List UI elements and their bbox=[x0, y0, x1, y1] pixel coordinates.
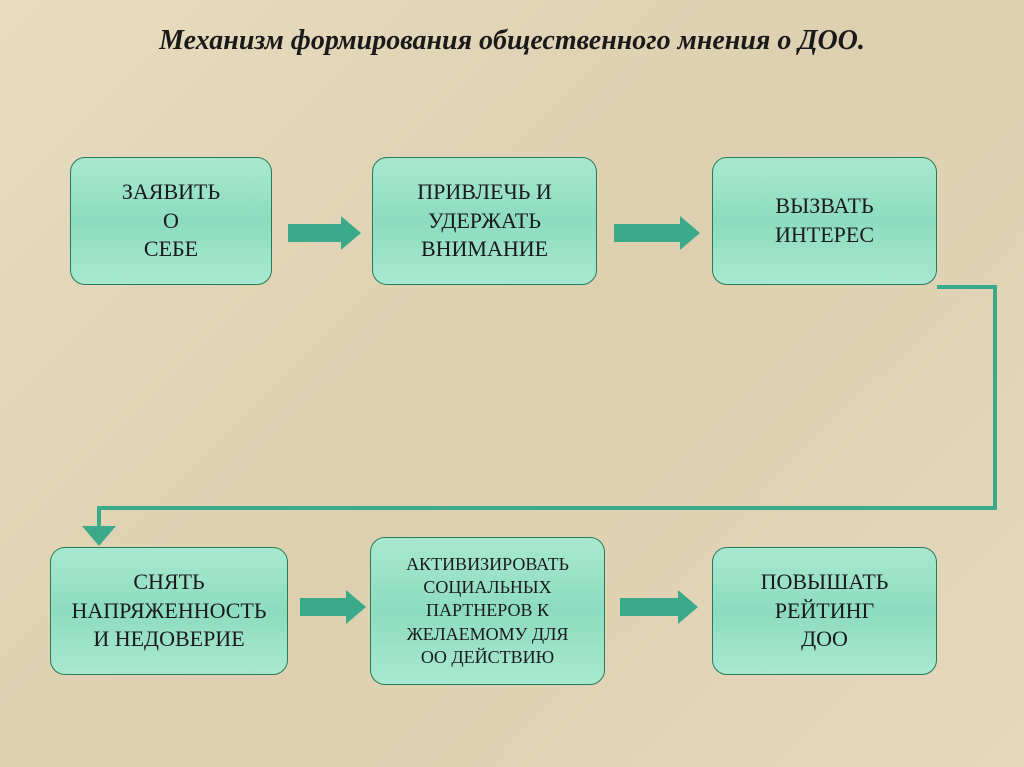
node-increase-rating: ПОВЫШАТЬРЕЙТИНГДОО bbox=[712, 547, 937, 675]
node-label: СНЯТЬНАПРЯЖЕННОСТЬИ НЕДОВЕРИЕ bbox=[71, 568, 266, 654]
node-label: ПРИВЛЕЧЬ ИУДЕРЖАТЬВНИМАНИЕ bbox=[417, 178, 552, 264]
connector-segment-4 bbox=[97, 506, 101, 528]
connector-arrowhead bbox=[82, 526, 116, 546]
node-label: АКТИВИЗИРОВАТЬСОЦИАЛЬНЫХПАРТНЕРОВ КЖЕЛАЕ… bbox=[406, 553, 569, 670]
node-activate-partners: АКТИВИЗИРОВАТЬСОЦИАЛЬНЫХПАРТНЕРОВ КЖЕЛАЕ… bbox=[370, 537, 605, 685]
connector-segment-1 bbox=[937, 285, 997, 289]
node-label: ВЫЗВАТЬИНТЕРЕС bbox=[775, 192, 874, 249]
connector-segment-2 bbox=[993, 285, 997, 510]
arrow-2-3 bbox=[614, 224, 682, 242]
node-evoke-interest: ВЫЗВАТЬИНТЕРЕС bbox=[712, 157, 937, 285]
arrow-4-5 bbox=[300, 598, 348, 616]
page-title: Механизм формирования общественного мнен… bbox=[0, 0, 1024, 57]
connector-segment-3 bbox=[97, 506, 997, 510]
node-label: ЗАЯВИТЬОСЕБЕ bbox=[122, 178, 220, 264]
node-attract-attention: ПРИВЛЕЧЬ ИУДЕРЖАТЬВНИМАНИЕ bbox=[372, 157, 597, 285]
node-declare-self: ЗАЯВИТЬОСЕБЕ bbox=[70, 157, 272, 285]
arrow-5-6 bbox=[620, 598, 680, 616]
node-remove-tension: СНЯТЬНАПРЯЖЕННОСТЬИ НЕДОВЕРИЕ bbox=[50, 547, 288, 675]
arrow-1-2 bbox=[288, 224, 343, 242]
node-label: ПОВЫШАТЬРЕЙТИНГДОО bbox=[761, 568, 889, 654]
